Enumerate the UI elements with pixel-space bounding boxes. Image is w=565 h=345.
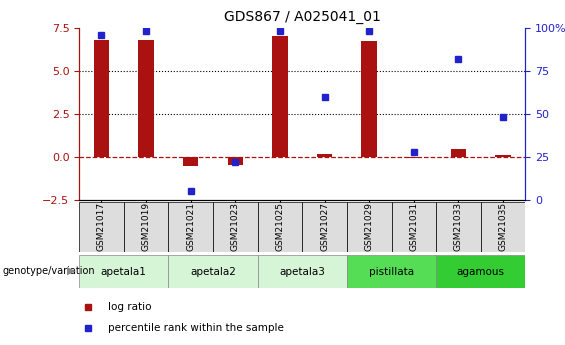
Bar (451, 149, 466, 157)
Text: apetala1: apetala1 (101, 267, 147, 277)
Bar (436, 202, 481, 252)
Text: apetala3: apetala3 (279, 267, 325, 277)
Text: GSM21033: GSM21033 (454, 202, 463, 252)
Bar (228, 157, 243, 165)
Text: apetala2: apetala2 (190, 267, 236, 277)
Bar (496, 155, 511, 157)
Bar (347, 255, 436, 288)
Text: GSM21025: GSM21025 (276, 202, 284, 252)
Bar (436, 255, 525, 288)
Bar (406, 157, 421, 158)
Bar (183, 157, 198, 167)
Bar (392, 202, 436, 252)
Text: GSM21027: GSM21027 (320, 202, 329, 252)
Text: genotype/variation: genotype/variation (3, 266, 95, 276)
Text: ▶: ▶ (67, 266, 75, 276)
Bar (258, 255, 347, 288)
Bar (168, 255, 258, 288)
Text: agamous: agamous (457, 267, 505, 277)
Bar (347, 202, 392, 252)
Bar (79, 255, 168, 288)
Bar (362, 41, 377, 157)
Text: GSM21023: GSM21023 (231, 202, 240, 252)
Bar (481, 202, 525, 252)
Bar (124, 202, 168, 252)
Bar (94, 40, 109, 157)
Text: pistillata: pistillata (369, 267, 414, 277)
Bar (138, 40, 154, 157)
Bar (272, 36, 288, 157)
Bar (317, 155, 332, 157)
Text: GSM21035: GSM21035 (499, 202, 507, 252)
Bar (79, 202, 124, 252)
Text: percentile rank within the sample: percentile rank within the sample (108, 323, 284, 333)
Bar (168, 202, 213, 252)
Text: GSM21019: GSM21019 (142, 202, 150, 252)
Bar (302, 202, 347, 252)
Text: GSM21017: GSM21017 (97, 202, 106, 252)
Title: GDS867 / A025041_01: GDS867 / A025041_01 (224, 10, 381, 24)
Text: log ratio: log ratio (108, 302, 151, 312)
Text: GSM21031: GSM21031 (410, 202, 418, 252)
Text: GSM21029: GSM21029 (365, 202, 373, 252)
Bar (213, 202, 258, 252)
Text: GSM21021: GSM21021 (186, 202, 195, 252)
Bar (258, 202, 302, 252)
